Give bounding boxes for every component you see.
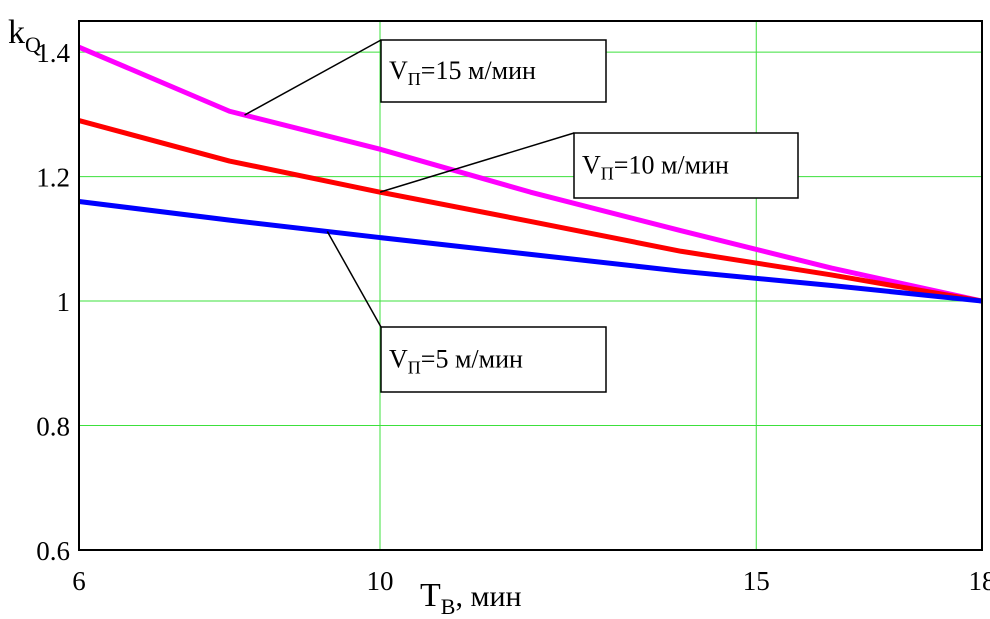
callout-label-main: V <box>582 151 601 180</box>
callout-leader-1 <box>244 39 382 116</box>
callout-label-sub: П <box>408 358 421 378</box>
callout-label-2: VП=10 м/мин <box>582 151 729 184</box>
x-tick-labels: 6 10 15 18 <box>72 566 990 596</box>
callout-label-sub: П <box>601 164 614 184</box>
callout-label-rest: =5 м/мин <box>421 345 523 374</box>
plot-frame <box>78 20 983 551</box>
x-tick-label: 18 <box>969 566 990 596</box>
callout-label-3: VП=5 м/мин <box>389 345 523 378</box>
x-axis-label-sub: B <box>441 594 456 619</box>
callout-leaders <box>244 39 575 328</box>
y-axis-label: kQ <box>8 14 41 57</box>
y-axis-label-sub: Q <box>25 32 41 57</box>
callout-label-main: V <box>389 56 408 85</box>
callout-label-main: V <box>389 345 408 374</box>
y-tick-label: 1.2 <box>36 163 70 193</box>
x-axis-label: TB, мин <box>420 577 522 619</box>
series-lines <box>78 44 983 304</box>
series-line-3 <box>78 199 983 304</box>
x-tick-label: 6 <box>72 566 86 596</box>
series-line-1 <box>78 44 983 304</box>
series-line-2 <box>78 118 983 304</box>
y-tick-label: 1 <box>57 287 71 317</box>
callout-leader-2 <box>379 132 575 193</box>
x-tick-label: 10 <box>367 566 394 596</box>
x-axis-label-unit: , мин <box>455 580 521 613</box>
callout-label-sub: П <box>408 69 421 89</box>
x-axis-label-main: T <box>420 577 441 614</box>
callout-label-rest: =10 м/мин <box>614 151 729 180</box>
callout-label-rest: =15 м/мин <box>421 56 536 85</box>
y-tick-label: 0.6 <box>36 536 70 566</box>
callout-leader-3 <box>326 231 382 328</box>
y-tick-labels: 0.6 0.8 1 1.2 1.4 <box>36 38 70 566</box>
y-tick-label: 1.4 <box>36 38 70 68</box>
callout-box-2 <box>573 132 799 199</box>
y-axis-label-main: k <box>8 14 25 51</box>
callout-box-3 <box>380 326 607 393</box>
y-tick-label: 0.8 <box>36 412 70 442</box>
x-tick-label: 15 <box>743 566 770 596</box>
callout-label-1: VП=15 м/мин <box>389 56 536 89</box>
callout-box-1 <box>380 39 607 103</box>
